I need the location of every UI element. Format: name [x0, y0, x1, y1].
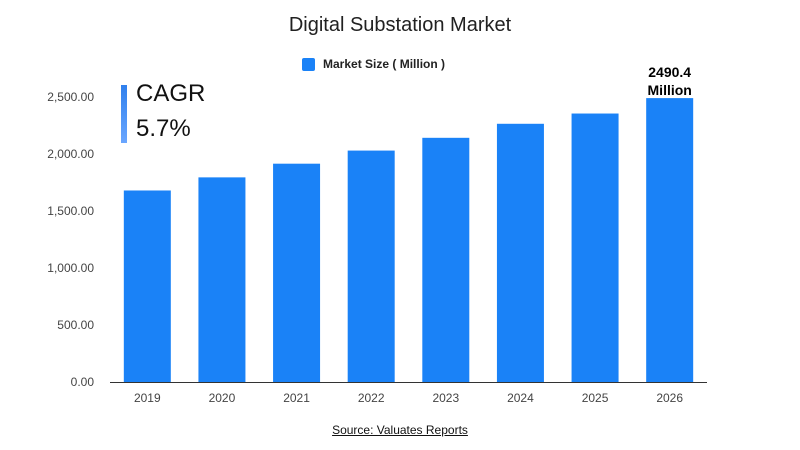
x-tick-label: 2022: [358, 391, 385, 405]
cagr-accent-bar: [121, 85, 127, 143]
x-tick-label: 2025: [582, 391, 609, 405]
chart-title: Digital Substation Market: [288, 14, 512, 36]
bar: [571, 113, 619, 382]
y-tick-label: 1,000.00: [47, 261, 94, 275]
y-tick-label: 0.00: [71, 375, 95, 389]
bar: [646, 98, 694, 383]
y-tick-label: 1,500.00: [47, 204, 94, 218]
x-tick-label: 2020: [209, 391, 236, 405]
legend-swatch: [302, 57, 315, 71]
x-tick-label: 2019: [134, 391, 161, 405]
x-tick-label: 2021: [283, 391, 310, 405]
x-tick-label: 2026: [656, 391, 683, 405]
bar: [422, 137, 470, 382]
source-link[interactable]: Source: Valuates Reports: [332, 423, 468, 437]
legend-label: Market Size ( Million ): [323, 57, 446, 71]
cagr-label: CAGR: [136, 80, 206, 107]
legend: Market Size ( Million ): [302, 56, 445, 72]
x-tick-label: 2024: [507, 391, 534, 405]
bar: [198, 177, 246, 382]
data-label: Million: [648, 82, 692, 98]
bar: [123, 190, 171, 382]
data-label: 2490.4: [648, 64, 691, 80]
y-tick-label: 2,000.00: [47, 147, 94, 161]
y-tick-label: 500.00: [57, 318, 94, 332]
bar: [273, 163, 321, 382]
cagr-value: 5.7%: [136, 115, 191, 142]
x-tick-label: 2023: [432, 391, 459, 405]
y-tick-label: 2,500.00: [47, 90, 94, 104]
bar: [347, 150, 395, 382]
bar: [496, 123, 544, 382]
